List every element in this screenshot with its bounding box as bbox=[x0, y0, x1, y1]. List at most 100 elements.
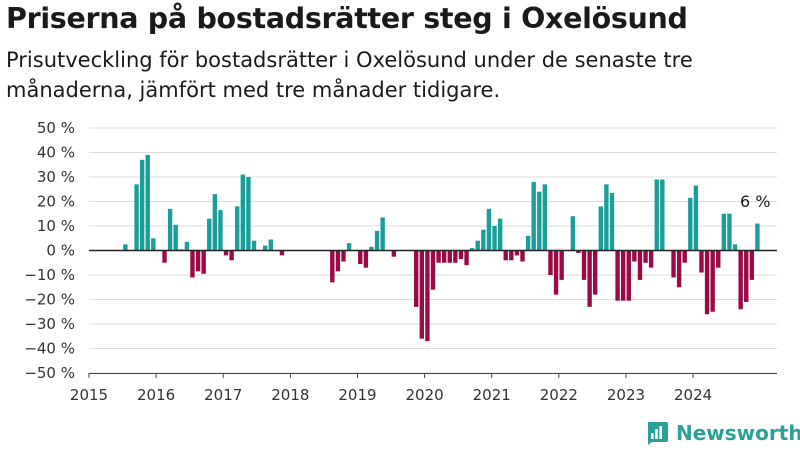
bar bbox=[682, 250, 687, 263]
bar bbox=[620, 250, 626, 301]
bar bbox=[738, 250, 743, 310]
bar bbox=[425, 250, 430, 342]
bar bbox=[570, 216, 576, 251]
bar bbox=[251, 240, 257, 251]
bar bbox=[391, 250, 397, 257]
bar bbox=[184, 241, 190, 251]
bar bbox=[167, 208, 173, 251]
bar bbox=[145, 154, 150, 251]
bar bbox=[464, 250, 469, 266]
x-tick-label: 2020 bbox=[406, 386, 444, 404]
bar bbox=[469, 248, 475, 251]
bar bbox=[380, 217, 385, 251]
bar bbox=[525, 235, 531, 251]
y-tick-label: 10 % bbox=[37, 217, 75, 235]
bar bbox=[587, 250, 592, 307]
brand-name: Newsworthy bbox=[676, 421, 800, 445]
y-tick-label: −50 % bbox=[24, 364, 75, 382]
bar bbox=[263, 245, 268, 251]
x-tick-label: 2016 bbox=[137, 386, 175, 404]
bar bbox=[134, 184, 139, 251]
bar bbox=[648, 250, 654, 268]
bar bbox=[531, 181, 536, 251]
bar bbox=[486, 208, 492, 251]
bar bbox=[346, 243, 352, 251]
bar bbox=[441, 250, 447, 263]
bar bbox=[721, 213, 727, 251]
bar bbox=[123, 244, 128, 251]
tick-labels: 50 % 40 % 30 % 20 % 10 % 0 % −10 % −20 % −30 % −4… bbox=[24, 119, 712, 404]
newsworthy-logo-icon bbox=[648, 422, 668, 445]
y-tick-label: −20 % bbox=[24, 291, 75, 309]
bar bbox=[744, 250, 749, 302]
bar bbox=[593, 250, 598, 295]
bar bbox=[358, 250, 363, 264]
bar bbox=[654, 179, 659, 251]
axes bbox=[88, 249, 777, 378]
bar bbox=[268, 239, 273, 251]
bar bbox=[716, 250, 721, 268]
bar bbox=[643, 250, 648, 263]
y-tick-label: 0 % bbox=[46, 242, 75, 260]
bar bbox=[609, 192, 615, 251]
bar bbox=[246, 177, 251, 251]
bar bbox=[632, 250, 637, 262]
bar bbox=[436, 250, 441, 263]
bar bbox=[207, 218, 212, 251]
bar bbox=[453, 250, 458, 263]
bar bbox=[139, 159, 145, 251]
x-tick-label: 2015 bbox=[70, 386, 108, 404]
y-tick-label: −10 % bbox=[24, 266, 75, 284]
bar bbox=[240, 174, 246, 251]
x-tick-label: 2023 bbox=[607, 386, 645, 404]
bar bbox=[749, 250, 755, 280]
bar bbox=[676, 250, 682, 288]
bar bbox=[553, 250, 559, 295]
y-tick-label: 30 % bbox=[37, 168, 75, 186]
y-tick-label: 40 % bbox=[37, 144, 75, 162]
bar bbox=[615, 250, 620, 301]
bar bbox=[235, 206, 240, 251]
bar bbox=[581, 250, 587, 280]
chart-title: Priserna på bostadsrätter steg i Oxelösu… bbox=[6, 2, 688, 35]
bar bbox=[660, 179, 665, 251]
bar bbox=[509, 250, 514, 261]
bar bbox=[492, 226, 497, 251]
y-tick-label: −40 % bbox=[24, 340, 75, 358]
bar bbox=[537, 191, 542, 251]
bar bbox=[727, 213, 732, 251]
bars bbox=[123, 154, 760, 342]
x-tick-label: 2021 bbox=[473, 386, 511, 404]
bar bbox=[173, 224, 178, 251]
bar bbox=[151, 238, 156, 251]
bar bbox=[195, 250, 201, 272]
bar bbox=[335, 250, 341, 272]
bar bbox=[671, 250, 676, 278]
bar bbox=[363, 250, 369, 268]
bar bbox=[218, 210, 223, 251]
x-tick-label: 2017 bbox=[204, 386, 242, 404]
bar bbox=[330, 250, 335, 283]
bar bbox=[755, 223, 760, 251]
bar bbox=[481, 229, 486, 251]
bar bbox=[542, 184, 548, 251]
bar bbox=[447, 250, 452, 263]
bar bbox=[503, 250, 508, 261]
bar bbox=[341, 250, 346, 262]
bar bbox=[162, 250, 167, 263]
bar bbox=[693, 185, 699, 251]
newsworthy-brand[interactable]: Newsworthy bbox=[645, 420, 800, 446]
bar bbox=[710, 250, 715, 312]
x-tick-label: 2024 bbox=[674, 386, 712, 404]
bar bbox=[626, 250, 631, 301]
y-tick-label: −30 % bbox=[24, 315, 75, 333]
bar bbox=[229, 250, 234, 261]
x-tick-label: 2019 bbox=[338, 386, 376, 404]
bar bbox=[223, 250, 229, 256]
bar bbox=[419, 250, 425, 339]
y-tick-label: 20 % bbox=[37, 193, 75, 211]
bar bbox=[414, 250, 419, 307]
x-tick-label: 2022 bbox=[540, 386, 578, 404]
bar bbox=[279, 250, 285, 256]
